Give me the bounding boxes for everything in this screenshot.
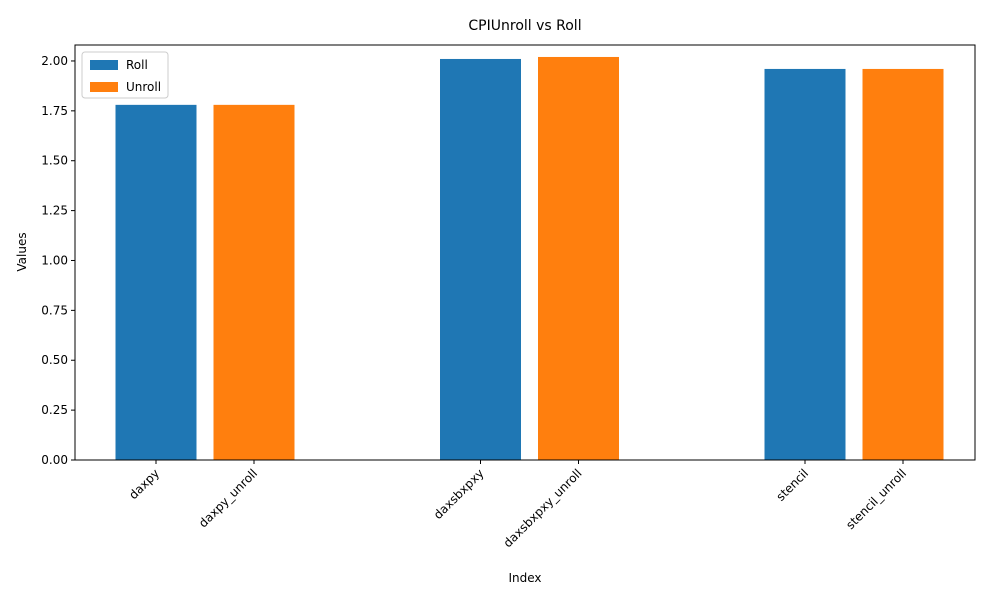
x-tick-label: stencil_unroll (843, 466, 909, 532)
y-tick-label: 0.25 (41, 403, 68, 417)
bar (115, 104, 197, 460)
y-tick-label: 0.75 (41, 303, 68, 317)
y-tick-label: 1.50 (41, 154, 68, 168)
bar (213, 104, 295, 460)
bar (440, 58, 521, 461)
bar (538, 56, 619, 460)
y-tick-label: 2.00 (41, 54, 68, 68)
chart-title: CPIUnroll vs Roll (468, 18, 581, 34)
bar (764, 68, 846, 460)
y-tick-label: 1.75 (41, 104, 68, 118)
x-tick-label: daxpy (126, 466, 162, 502)
plot-frame (74, 44, 976, 461)
legend-label: Roll (126, 58, 148, 72)
x-tick-label: daxsbxpxy (431, 466, 487, 522)
legend-swatch (90, 82, 118, 92)
x-tick-label: stencil (773, 466, 811, 504)
x-axis-label: Index (508, 571, 541, 585)
legend-swatch (90, 60, 118, 70)
y-tick-label: 0.50 (41, 353, 68, 367)
y-tick-label: 0.00 (41, 453, 68, 467)
bar (862, 68, 944, 460)
legend-label: Unroll (126, 80, 161, 94)
y-tick-label: 1.00 (41, 253, 68, 267)
y-axis-label: Values (15, 232, 29, 271)
x-tick-label: daxpy_unroll (196, 466, 260, 530)
x-tick-label: daxsbxpxy_unroll (501, 466, 585, 550)
y-tick-label: 1.25 (41, 204, 68, 218)
